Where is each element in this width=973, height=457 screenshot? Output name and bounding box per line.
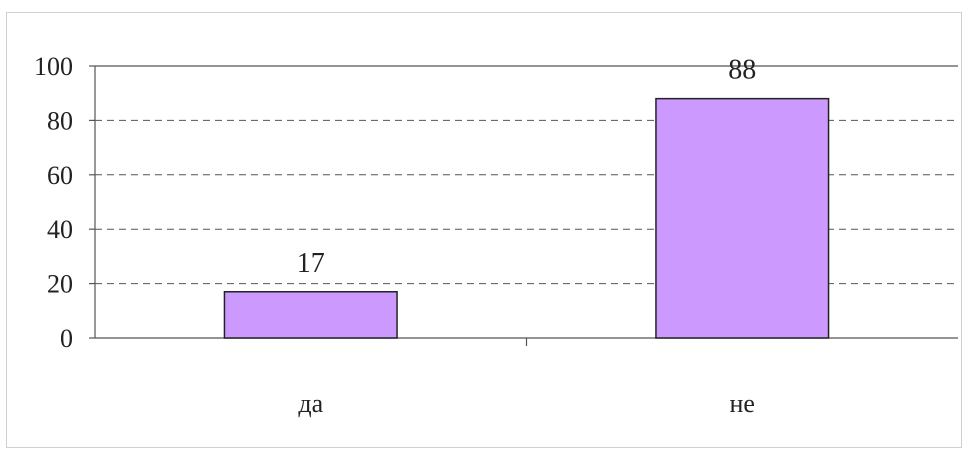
- y-tick-label-100: 100: [34, 52, 73, 81]
- y-tick-label-40: 40: [47, 215, 73, 244]
- x-category-label-не: не: [730, 389, 755, 418]
- data-label-да: 17: [297, 248, 325, 279]
- x-category-label-да: да: [298, 389, 323, 418]
- bar-не: [655, 97, 830, 339]
- y-tick-label-0: 0: [60, 324, 73, 353]
- bar-да: [223, 291, 398, 339]
- labels: 0 20 40 60 80 100 17 да 88 не: [34, 52, 756, 418]
- y-tick-label-60: 60: [47, 161, 73, 190]
- y-tick-label-20: 20: [47, 270, 73, 299]
- bars: [223, 97, 830, 339]
- y-tick-label-80: 80: [47, 106, 73, 135]
- data-label-не: 88: [728, 55, 756, 86]
